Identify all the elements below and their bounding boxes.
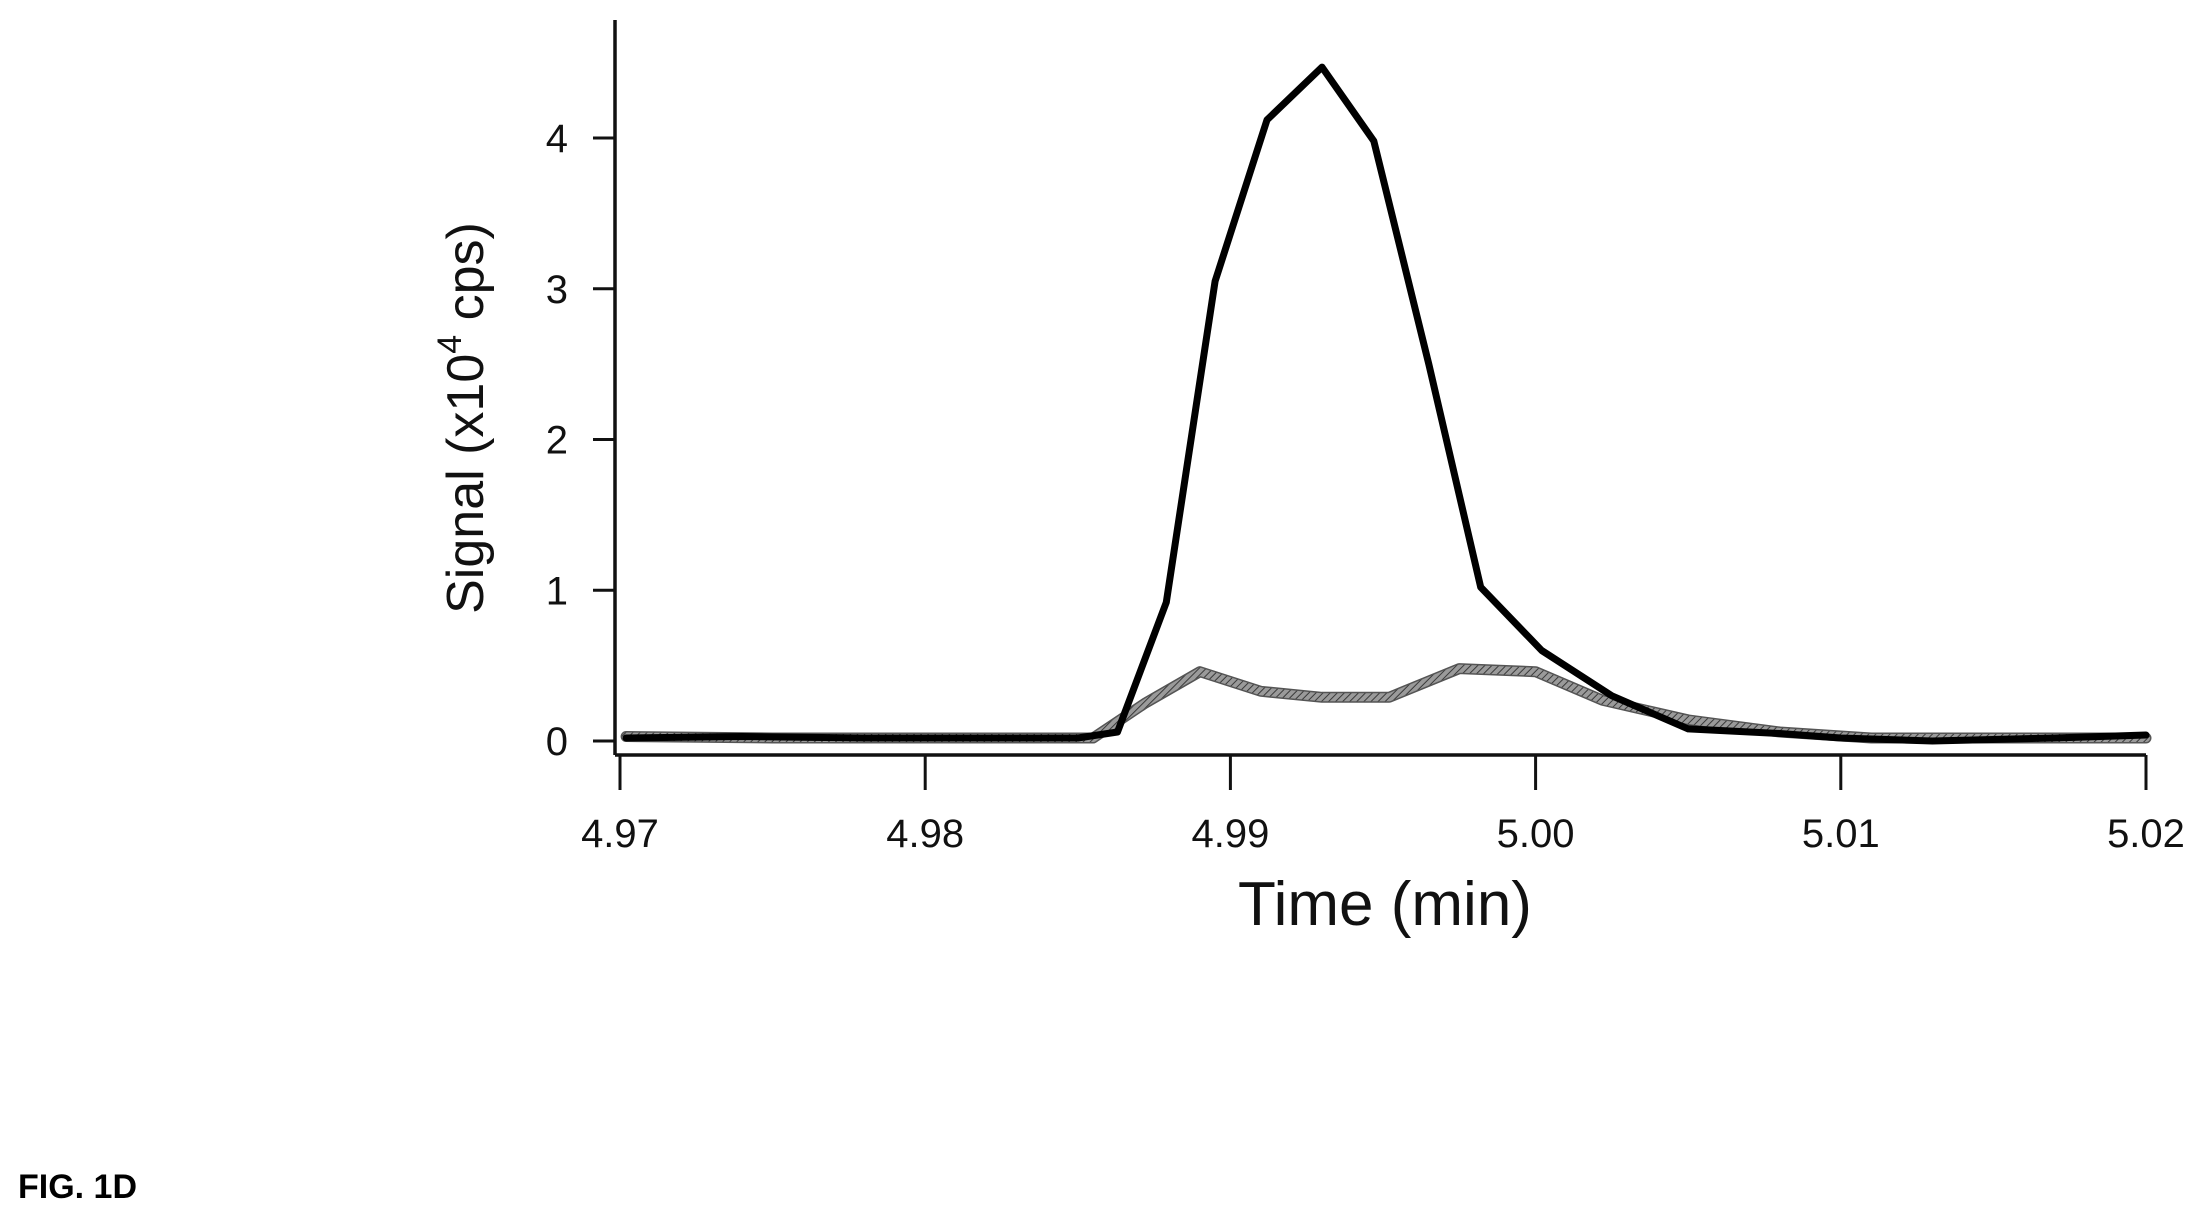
x-tick-label: 5.01 [1802,812,1880,856]
y-axis-title-exponent: 4 [431,335,469,354]
x-axis-ticks: 4.97 4.98 4.99 5.00 5.01 5.02 [581,755,2185,856]
x-tick-label: 4.97 [581,812,659,856]
y-tick-label: 0 [546,720,568,764]
y-axis-title: Signal (x104 cps) [431,222,495,614]
y-tick-label: 2 [546,419,568,463]
y-axis-ticks: 0 1 2 3 4 [546,117,615,764]
x-axis-title: Time (min) [1238,870,1532,939]
x-tick-label: 5.02 [2107,812,2185,856]
series-line-gray-outline [620,663,2152,744]
x-tick-label: 4.99 [1191,812,1269,856]
series-line-gray [622,664,2150,742]
y-axis-title-suffix: cps) [437,222,495,335]
series-line-black [622,63,2150,745]
series-layer [620,63,2152,745]
y-tick-label: 1 [546,569,568,613]
y-tick-label: 3 [546,268,568,312]
x-tick-label: 4.98 [886,812,964,856]
x-tick-label: 5.00 [1497,812,1575,856]
y-axis-title-prefix: Signal (x10 [437,354,495,614]
y-tick-label: 4 [546,117,568,161]
figure-label: FIG. 1D [18,1168,138,1206]
